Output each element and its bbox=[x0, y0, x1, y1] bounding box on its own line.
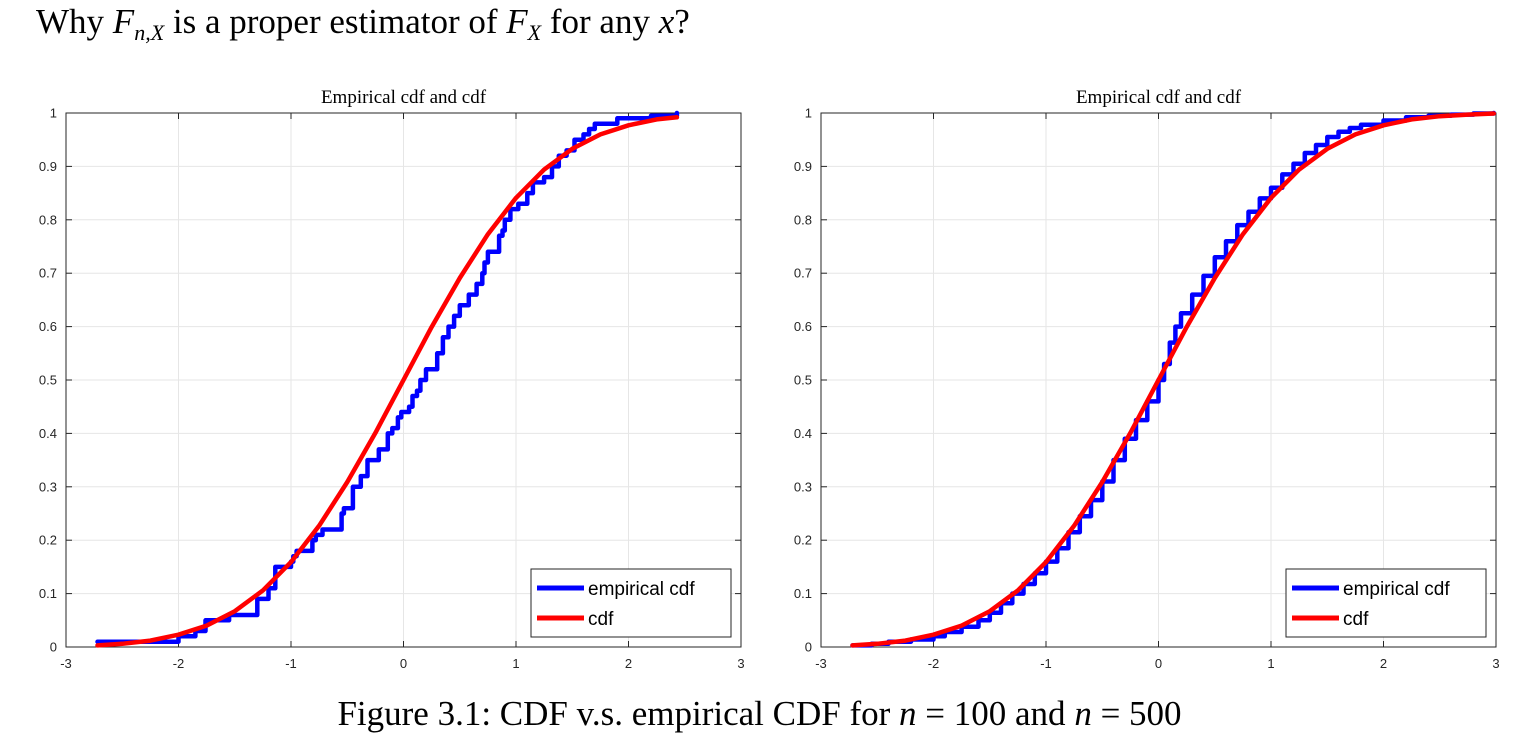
cdf-chart-n100: -3 -2 -1 0 1 2 3 0 0.1 0.2 0.3 0.4 0.5 0.6 0.7 0.8 0.9 1 E… bbox=[39, 87, 745, 671]
y-tick-label: 0.4 bbox=[39, 426, 57, 441]
chart-title: Empirical cdf and cdf bbox=[321, 87, 487, 108]
x-tick-label: 3 bbox=[737, 656, 744, 671]
y-tick-label: 0.1 bbox=[794, 586, 812, 601]
y-tick-label: 0.7 bbox=[39, 266, 57, 281]
question-middle: is a proper estimator of bbox=[172, 2, 498, 41]
y-tick-label: 0.5 bbox=[39, 373, 57, 388]
legend-label-empirical: empirical cdf bbox=[1343, 579, 1450, 600]
legend-label-cdf: cdf bbox=[588, 609, 614, 630]
legend-box bbox=[1285, 568, 1487, 638]
x-variable: x bbox=[658, 2, 675, 41]
question-prefix: Why bbox=[36, 2, 105, 41]
y-tick-label: 0.5 bbox=[794, 373, 812, 388]
y-tick-label: 1 bbox=[50, 106, 57, 121]
caption-n-1: n bbox=[899, 694, 917, 733]
y-tick-label: 0.6 bbox=[39, 319, 57, 334]
figure-caption: Figure 3.1: CDF v.s. empirical CDF for n… bbox=[0, 694, 1519, 734]
y-tick-label: 0.6 bbox=[794, 319, 812, 334]
caption-n-2: n bbox=[1074, 694, 1092, 733]
cdf-chart-n500: -3 -2 -1 0 1 2 3 0 0.1 0.2 0.3 0.4 0.5 0.6 0.7 0.8 0.9 1 E… bbox=[794, 87, 1500, 671]
y-tick-label: 0.3 bbox=[794, 479, 812, 494]
empirical-cdf-line bbox=[850, 110, 1497, 648]
caption-prefix: Figure 3.1: CDF v.s. empirical CDF for bbox=[337, 694, 891, 733]
y-tick-label: 1 bbox=[805, 106, 812, 121]
fx-symbol: F bbox=[506, 2, 528, 41]
x-tick-label: -3 bbox=[60, 656, 72, 671]
legend-box bbox=[530, 568, 732, 638]
x-tick-label: 2 bbox=[1380, 656, 1387, 671]
x-tick-label: -1 bbox=[1040, 656, 1052, 671]
y-tick-label: 0 bbox=[805, 640, 812, 655]
y-tick-label: 0.3 bbox=[39, 479, 57, 494]
legend-label-cdf: cdf bbox=[1343, 609, 1369, 630]
x-tick-label: 2 bbox=[625, 656, 632, 671]
caption-eq-2: = 500 bbox=[1100, 694, 1182, 733]
y-tick-label: 0.1 bbox=[39, 586, 57, 601]
y-tick-label: 0.2 bbox=[39, 533, 57, 548]
y-tick-label: 0.8 bbox=[39, 212, 57, 227]
question-mark: ? bbox=[674, 2, 690, 41]
fx-subscript: X bbox=[527, 20, 542, 45]
y-tick-label: 0.4 bbox=[794, 426, 812, 441]
y-tick-label: 0.2 bbox=[794, 533, 812, 548]
cdf-line bbox=[95, 115, 680, 648]
question-heading: Why Fn,X is a proper estimator of FX for… bbox=[36, 2, 690, 45]
x-tick-label: -3 bbox=[815, 656, 827, 671]
x-tick-label: -2 bbox=[928, 656, 940, 671]
chart-panel-n100: -3 -2 -1 0 1 2 3 0 0.1 0.2 0.3 0.4 0.5 0.6 0.7 0.8 0.9 1 E… bbox=[0, 70, 760, 680]
y-tick-label: 0.9 bbox=[39, 159, 57, 174]
x-tick-label: 0 bbox=[1155, 656, 1162, 671]
x-tick-label: 3 bbox=[1492, 656, 1499, 671]
x-tick-label: -2 bbox=[173, 656, 185, 671]
y-tick-label: 0.7 bbox=[794, 266, 812, 281]
y-tick-label: 0 bbox=[50, 640, 57, 655]
cdf-line bbox=[850, 111, 1497, 648]
question-suffix: for any bbox=[549, 2, 650, 41]
fn-subscript: n,X bbox=[134, 20, 165, 45]
legend-label-empirical: empirical cdf bbox=[588, 579, 695, 600]
x-tick-label: 1 bbox=[1267, 656, 1274, 671]
x-tick-label: -1 bbox=[285, 656, 297, 671]
fn-symbol: F bbox=[112, 2, 135, 41]
x-tick-label: 0 bbox=[400, 656, 407, 671]
y-tick-label: 0.8 bbox=[794, 212, 812, 227]
chart-title: Empirical cdf and cdf bbox=[1076, 87, 1242, 108]
y-tick-label: 0.9 bbox=[794, 159, 812, 174]
caption-eq-1: = 100 and bbox=[925, 694, 1066, 733]
x-tick-label: 1 bbox=[512, 656, 519, 671]
chart-panel-n500: -3 -2 -1 0 1 2 3 0 0.1 0.2 0.3 0.4 0.5 0.6 0.7 0.8 0.9 1 E… bbox=[755, 70, 1515, 680]
